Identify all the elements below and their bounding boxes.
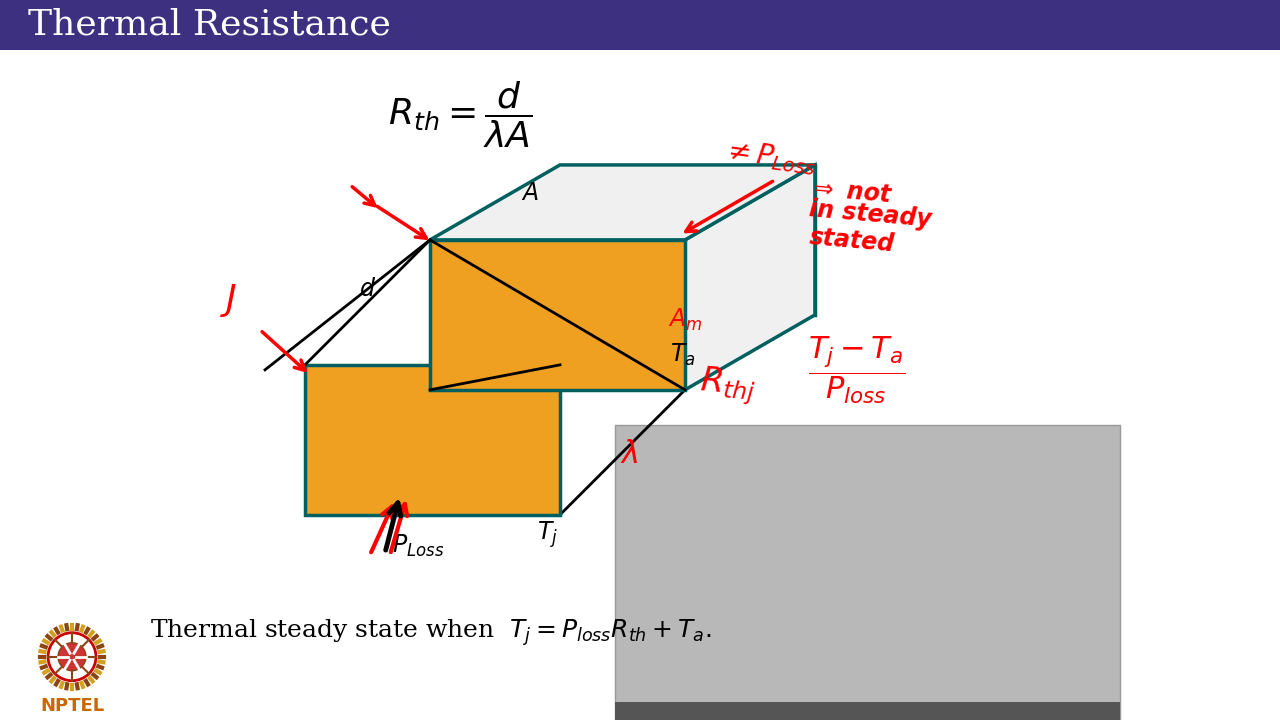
Text: $A$: $A$ xyxy=(521,182,539,205)
Text: $\neq P_{Loss}$: $\neq P_{Loss}$ xyxy=(719,136,819,179)
Circle shape xyxy=(58,643,86,671)
Polygon shape xyxy=(430,165,815,240)
Text: $R_{th} = \dfrac{d}{\lambda A}$: $R_{th} = \dfrac{d}{\lambda A}$ xyxy=(388,80,532,150)
FancyBboxPatch shape xyxy=(614,702,1120,720)
Text: $J$: $J$ xyxy=(220,282,238,319)
Text: $T_a$: $T_a$ xyxy=(669,342,695,368)
Text: $\lambda$: $\lambda$ xyxy=(620,439,639,470)
FancyBboxPatch shape xyxy=(0,0,1280,50)
Text: $\dfrac{T_j - T_a}{P_{loss}}$: $\dfrac{T_j - T_a}{P_{loss}}$ xyxy=(808,333,905,405)
Text: $d$: $d$ xyxy=(360,279,376,302)
Polygon shape xyxy=(430,240,685,390)
Text: Thermal steady state when  $T_j = P_{loss}R_{th} + T_a.$: Thermal steady state when $T_j = P_{loss… xyxy=(150,617,712,648)
Text: NPTEL: NPTEL xyxy=(40,697,104,715)
Text: stated: stated xyxy=(808,225,895,257)
FancyBboxPatch shape xyxy=(614,425,1120,720)
Polygon shape xyxy=(685,165,815,390)
Text: Thermal Resistance: Thermal Resistance xyxy=(28,8,390,42)
Text: $P_{Loss}$: $P_{Loss}$ xyxy=(392,533,444,559)
Text: in steady: in steady xyxy=(808,197,933,232)
Text: $A_m$: $A_m$ xyxy=(668,307,703,333)
Text: $T_j$: $T_j$ xyxy=(538,520,558,551)
Polygon shape xyxy=(305,365,561,515)
Text: $\Rightarrow$ not: $\Rightarrow$ not xyxy=(808,176,893,207)
Text: $R_{thj}$: $R_{thj}$ xyxy=(698,363,756,408)
